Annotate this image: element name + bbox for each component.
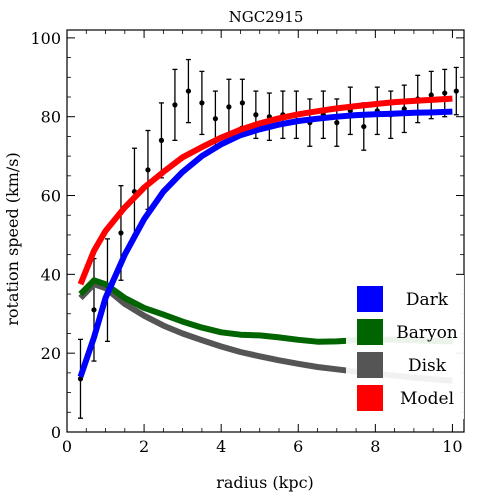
observed-point-12 xyxy=(239,78,245,128)
data-point xyxy=(334,120,340,126)
data-point xyxy=(145,167,151,173)
y-tick-label: 0 xyxy=(51,423,61,442)
chart-title: NGC2915 xyxy=(229,8,304,26)
data-point xyxy=(361,123,367,130)
legend-item-model: Model xyxy=(357,385,454,411)
y-tick-label: 100 xyxy=(30,29,61,48)
y-tick-label: 60 xyxy=(41,187,61,206)
data-point xyxy=(253,112,259,118)
x-tick-label: 0 xyxy=(62,437,72,456)
series-line-dark xyxy=(77,108,453,378)
data-point xyxy=(77,376,84,382)
legend-swatch xyxy=(357,385,383,411)
observed-point-0 xyxy=(77,338,84,419)
x-tick-label: 4 xyxy=(216,437,226,456)
x-tick-label: 2 xyxy=(139,437,149,456)
legend-swatch xyxy=(357,286,383,312)
data-point xyxy=(172,102,178,108)
x-axis-label: radius (kpc) xyxy=(216,473,314,492)
x-tick-label: 10 xyxy=(442,437,462,456)
data-point xyxy=(442,90,448,96)
y-tick-label: 80 xyxy=(41,108,61,127)
data-point xyxy=(401,106,407,112)
observed-point-9 xyxy=(199,70,205,136)
legend-item-dark: Dark xyxy=(357,286,449,312)
x-tick-label: 8 xyxy=(370,437,380,456)
y-axis-label: rotation speed (km/s) xyxy=(3,152,22,326)
observed-point-8 xyxy=(185,58,192,124)
data-point xyxy=(226,104,232,110)
legend-label: Baryon xyxy=(396,323,458,343)
legend-items: Dark Baryon Disk Model xyxy=(357,286,458,411)
observed-point-28 xyxy=(453,66,459,116)
legend-item-disk: Disk xyxy=(357,352,447,378)
data-point xyxy=(239,100,245,106)
data-point xyxy=(118,230,124,236)
y-tick-label: 40 xyxy=(41,265,61,284)
legend: Dark Baryon Disk Model xyxy=(346,275,464,419)
legend-label: Dark xyxy=(406,290,449,310)
data-point xyxy=(91,307,97,313)
data-point xyxy=(158,137,165,143)
legend-label: Disk xyxy=(408,356,447,376)
observed-point-27 xyxy=(442,68,448,118)
data-point xyxy=(453,88,459,94)
legend-item-baryon: Baryon xyxy=(357,319,458,345)
series-line-model xyxy=(77,95,453,286)
data-point xyxy=(428,92,434,98)
data-point xyxy=(199,100,205,106)
legend-swatch xyxy=(357,319,383,345)
legend-label: Model xyxy=(400,389,454,409)
data-point xyxy=(185,88,192,94)
observed-point-7 xyxy=(172,68,178,142)
y-tick-label: 20 xyxy=(41,344,61,363)
legend-swatch xyxy=(357,352,383,378)
data-point xyxy=(212,116,218,122)
observed-point-24 xyxy=(401,84,407,134)
x-tick-label: 6 xyxy=(293,437,303,456)
plot-frame xyxy=(66,29,465,433)
